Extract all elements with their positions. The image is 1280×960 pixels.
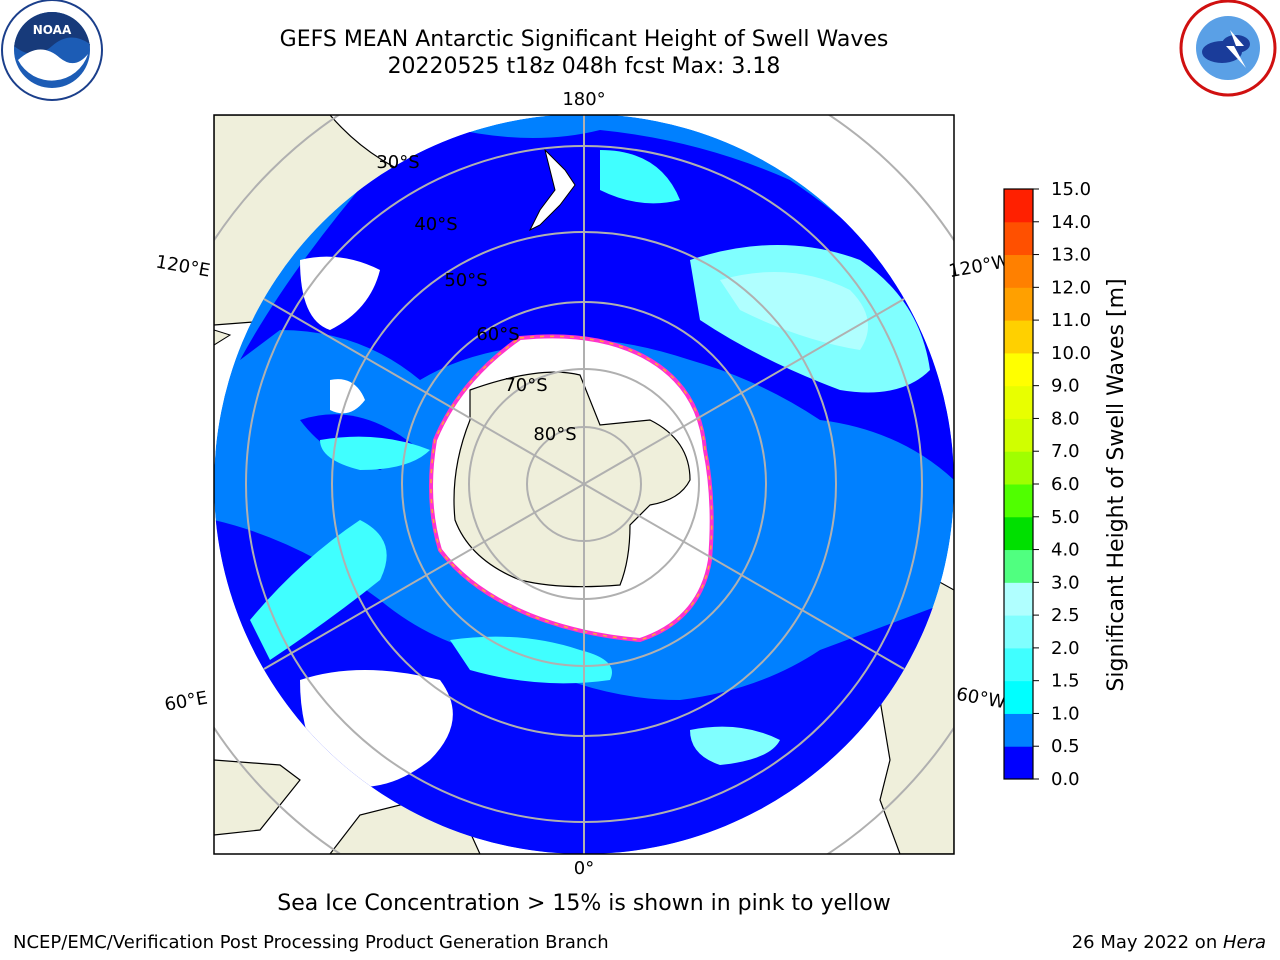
colorbar-tick-label: 5.0	[1051, 507, 1080, 528]
footer-date-text: 26 May 2022 on	[1071, 932, 1223, 953]
noaa-logo-text: NOAA	[33, 23, 72, 37]
colorbar-swatch	[1004, 352, 1033, 387]
colorbar-swatch	[1004, 287, 1033, 321]
south-africa-mask	[300, 670, 453, 787]
colorbar-swatch	[1004, 320, 1033, 354]
colorbar: 0.0 0.5 1.0 1.5 2.0 2.5 3.0 4.0 5.0 6.0 7.0 8.0 9.0 1…	[1003, 179, 1091, 790]
footer-machine: Hera	[1222, 932, 1266, 953]
colorbar-tick-label: 4.0	[1051, 540, 1080, 561]
colorbar-swatch	[1004, 484, 1033, 518]
map-area	[214, 115, 954, 854]
colorbar-tick-label: 10.0	[1051, 343, 1091, 364]
sea-ice-caption: Sea Ice Concentration > 15% is shown in …	[277, 891, 891, 916]
colorbar-swatch	[1004, 418, 1033, 452]
colorbar-tick-label: 0.5	[1051, 736, 1080, 757]
lon-label-120e: 120°E	[154, 251, 212, 281]
lon-label-180: 180°	[562, 89, 605, 110]
colorbar-tick-label: 1.5	[1051, 671, 1080, 692]
new-zealand	[528, 148, 576, 232]
colorbar-tick-label: 15.0	[1051, 179, 1091, 200]
noaa-logo: NOAA	[1, 0, 103, 101]
lon-label-120w: 120°W	[947, 251, 1011, 282]
colorbar-tick-label: 2.0	[1051, 638, 1080, 659]
colorbar-tick-label: 7.0	[1051, 441, 1080, 462]
lat-label-70s: 70°S	[504, 375, 547, 396]
colorbar-label: Significant Height of Swell Waves [m]	[1104, 278, 1129, 691]
colorbar-tick-label: 9.0	[1051, 376, 1080, 397]
colorbar-swatch	[1004, 451, 1033, 485]
map-gridlines	[214, 115, 954, 854]
colorbar-tick-label: 14.0	[1051, 212, 1091, 233]
colorbar-swatch	[1004, 516, 1033, 551]
chart-title: GEFS MEAN Antarctic Significant Height o…	[279, 27, 889, 52]
colorbar-tick-label: 1.0	[1051, 703, 1080, 724]
colorbar-swatch	[1004, 615, 1033, 649]
lat-label-40s: 40°S	[414, 214, 457, 235]
madagascar-landmass	[214, 759, 301, 836]
lon-label-60w: 60°W	[955, 684, 1008, 713]
lon-label-60e: 60°E	[163, 687, 209, 715]
footer-branch: NCEP/EMC/Verification Post Processing Pr…	[13, 932, 609, 953]
map-frame	[213, 114, 955, 855]
colorbar-tick-label: 2.5	[1051, 605, 1080, 626]
colorbar-swatch	[1004, 385, 1033, 419]
lat-label-80s: 80°S	[533, 424, 576, 445]
footer-date: 26 May 2022 on Hera	[1072, 932, 1266, 953]
colorbar-swatch	[1004, 221, 1033, 256]
colorbar-swatch	[1004, 549, 1033, 583]
colorbar-swatch	[1004, 582, 1033, 616]
colorbar-swatch	[1004, 647, 1033, 682]
lat-label-60s: 60°S	[476, 324, 519, 345]
colorbar-swatch	[1004, 189, 1033, 223]
chart-subtitle: 20220525 t18z 048h fcst Max: 3.18	[387, 54, 781, 79]
colorbar-tick-label: 12.0	[1051, 277, 1091, 298]
lat-label-50s: 50°S	[444, 270, 487, 291]
colorbar-swatch	[1004, 713, 1033, 747]
colorbar-tick-label: 8.0	[1051, 408, 1080, 429]
colorbar-tick-label: 6.0	[1051, 474, 1080, 495]
colorbar-tick-label: 13.0	[1051, 245, 1091, 266]
colorbar-swatch	[1004, 254, 1033, 288]
colorbar-tick-label: 0.0	[1051, 769, 1080, 790]
colorbar-tick-label: 11.0	[1051, 310, 1091, 331]
lat-label-30s: 30°S	[376, 152, 419, 173]
lon-label-0: 0°	[574, 858, 594, 879]
colorbar-swatch	[1004, 746, 1033, 780]
colorbar-swatch	[1004, 680, 1033, 714]
antarctica-continent	[453, 371, 691, 588]
colorbar-tick-label: 3.0	[1051, 572, 1080, 593]
nws-logo	[1179, 0, 1277, 97]
